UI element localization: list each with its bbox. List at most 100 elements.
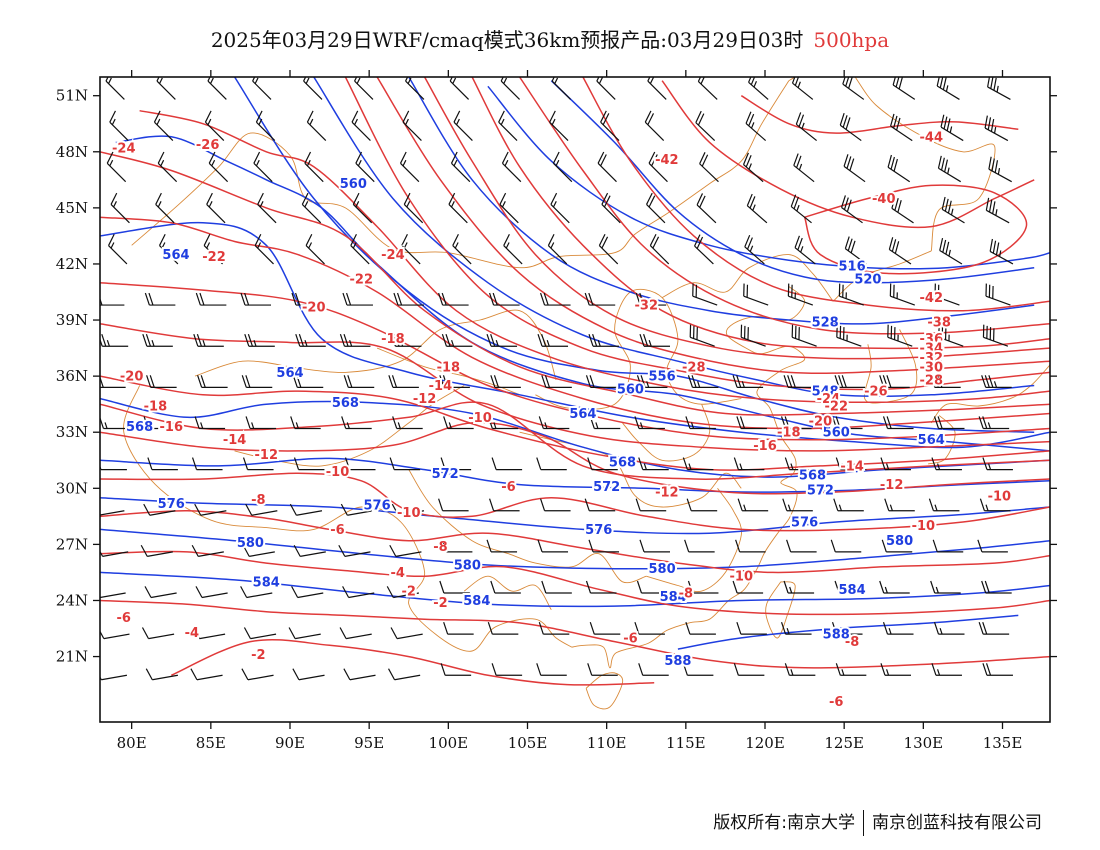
height-contour-label: 588 — [664, 654, 691, 669]
wind-barb — [190, 668, 223, 681]
wind-barb — [288, 627, 321, 640]
temperature-contour-label: -30 — [920, 360, 944, 375]
wind-barb — [143, 503, 176, 516]
wind-barb — [208, 151, 229, 183]
height-contour — [487, 85, 1050, 270]
wind-barb — [105, 77, 125, 100]
lat-tick-label: 48N — [56, 143, 88, 161]
wind-barb — [636, 580, 668, 594]
height-contour-label: 572 — [593, 480, 620, 495]
wind-barb — [292, 375, 324, 388]
wind-barb — [879, 375, 910, 388]
temperature-contour-label: -28 — [920, 373, 944, 388]
wind-barb — [685, 416, 716, 430]
temperature-contour-label: -24 — [817, 392, 841, 407]
wind-barb — [257, 192, 277, 224]
wind-barb — [441, 539, 473, 553]
wind-barb — [550, 192, 570, 224]
wind-barb — [241, 375, 273, 388]
temperature-contour — [171, 639, 655, 686]
wind-barb — [598, 233, 619, 265]
wind-barb — [740, 324, 766, 347]
wind-barb — [197, 375, 228, 388]
wind-barb — [291, 292, 322, 306]
wind-barb — [541, 580, 572, 594]
wind-barb — [486, 334, 518, 347]
wind-barb — [639, 539, 670, 553]
wind-barb — [791, 324, 817, 347]
wind-barb — [786, 539, 817, 553]
wind-barb — [240, 586, 273, 599]
wind-barb — [892, 77, 916, 100]
height-contour — [677, 614, 1019, 650]
wind-barb — [537, 334, 569, 347]
wind-barb — [448, 192, 468, 224]
boundary-line — [194, 360, 291, 377]
wind-barb — [206, 192, 226, 224]
wind-barb — [355, 151, 375, 183]
wind-barb — [100, 510, 125, 516]
height-contour-label: 568 — [609, 456, 636, 471]
temperature-contour-label: -18 — [381, 332, 405, 347]
lon-tick-label: 120E — [745, 734, 785, 752]
wind-barb — [587, 663, 618, 676]
boundary-line — [376, 347, 520, 396]
wind-barb — [100, 630, 130, 640]
wind-barb — [745, 111, 767, 142]
wind-barb — [100, 464, 127, 471]
wind-barb — [403, 192, 424, 224]
temperature-contour-label: -2 — [433, 596, 447, 611]
wind-barb — [737, 498, 769, 512]
company-name: 南京创蓝科技有限公司 — [872, 813, 1042, 833]
wind-barb — [585, 375, 617, 388]
height-contour-label: 564 — [569, 407, 596, 422]
wind-barb — [443, 416, 474, 430]
temperature-contour-label: -4 — [185, 626, 199, 641]
wind-barb — [156, 77, 176, 100]
temperature-contour-label: -12 — [655, 486, 679, 501]
wind-barb — [193, 334, 224, 347]
wind-barb — [194, 416, 226, 430]
wind-barb — [978, 621, 1010, 635]
wind-barb — [490, 375, 521, 388]
wind-barb — [401, 233, 421, 265]
wind-barb — [439, 375, 470, 388]
wind-barb — [303, 77, 323, 100]
wind-barb — [791, 77, 814, 100]
temperature-contour — [100, 599, 1050, 669]
wind-barb — [694, 234, 714, 265]
wind-barb — [982, 457, 1013, 471]
temperature-contour-label: -26 — [864, 385, 888, 400]
wind-barb — [207, 77, 227, 100]
lon-tick-label: 115E — [666, 734, 706, 752]
wind-barb — [490, 580, 521, 594]
height-contour-label: 584 — [463, 594, 490, 609]
height-contour-label: 584 — [839, 583, 866, 598]
temperature-contour-label: -44 — [920, 130, 944, 145]
wind-barb — [244, 334, 275, 347]
wind-barb — [639, 334, 670, 347]
wind-barb — [191, 544, 224, 557]
wind-barb — [743, 283, 769, 306]
lon-tick-label: 130E — [904, 734, 944, 752]
wind-barb — [254, 233, 274, 265]
temperature-contour-label: -42 — [920, 291, 944, 306]
height-contour-label: 576 — [791, 515, 818, 530]
wind-barb — [601, 192, 621, 224]
wind-barb — [732, 580, 764, 594]
wind-barb — [744, 234, 765, 265]
temperature-contour-label: -38 — [927, 315, 951, 330]
wind-barb — [292, 668, 325, 681]
wind-barb — [782, 498, 813, 512]
wind-barb — [537, 539, 569, 553]
height-contour-label: 588 — [823, 628, 850, 643]
wind-barb — [742, 152, 764, 183]
wind-barb — [634, 416, 665, 430]
wind-barbs — [100, 77, 1014, 681]
wind-barb — [790, 194, 812, 224]
wind-barb — [985, 283, 1011, 306]
temperature-contour-label: -10 — [988, 489, 1012, 504]
wind-barb — [831, 416, 863, 430]
wind-barb — [746, 193, 768, 224]
